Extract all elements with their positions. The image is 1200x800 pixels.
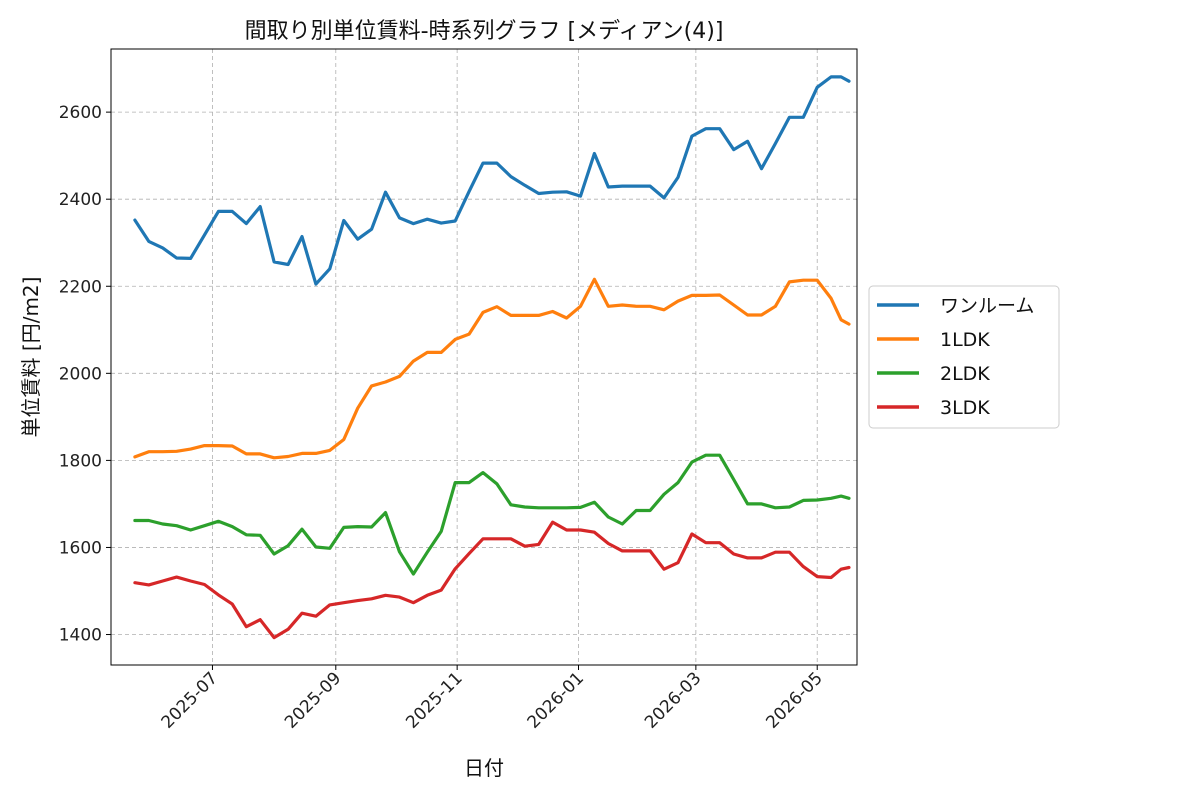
legend: ワンルーム 1LDK 2LDK 3LDK (868, 285, 1060, 429)
series-line (133, 277, 851, 460)
y-tick-label: 2400 (59, 190, 102, 210)
x-tick-label: 2025-09 (281, 668, 345, 732)
y-tick-label: 1800 (59, 451, 102, 471)
legend-label: 1LDK (940, 329, 990, 351)
series-line (133, 453, 851, 576)
x-axis-ticks: 2025-07 2025-09 2025-11 2026-01 2026-03 2026-… (158, 665, 827, 733)
y-tick-label: 2200 (59, 277, 102, 297)
plot-frame (110, 48, 858, 666)
y-tick-label: 2600 (59, 103, 102, 123)
legend-label: ワンルーム (940, 295, 1034, 317)
series-line (133, 75, 851, 286)
legend-box (868, 285, 1060, 429)
x-tick-label: 2026-05 (762, 668, 826, 732)
series-line (133, 520, 851, 640)
legend-label: 3LDK (940, 397, 990, 419)
y-axis-ticks: 1400 1600 1800 2000 2200 2400 2600 (59, 103, 111, 646)
x-tick-label: 2026-01 (524, 668, 588, 732)
x-tick-label: 2025-07 (158, 668, 222, 732)
chart-title: 間取り別単位賃料-時系列グラフ [メディアン(4)] (245, 19, 724, 44)
x-axis-label: 日付 (464, 756, 504, 780)
grid-lines (111, 49, 857, 665)
legend-label: 2LDK (940, 363, 990, 385)
y-tick-label: 1400 (59, 626, 102, 646)
y-tick-label: 2000 (59, 364, 102, 384)
series-lines (133, 75, 851, 640)
y-tick-label: 1600 (59, 538, 102, 558)
x-tick-label: 2026-03 (641, 668, 705, 732)
y-axis-label: 単位賃料 [円/m2] (19, 277, 43, 438)
x-tick-label: 2025-11 (402, 668, 466, 732)
